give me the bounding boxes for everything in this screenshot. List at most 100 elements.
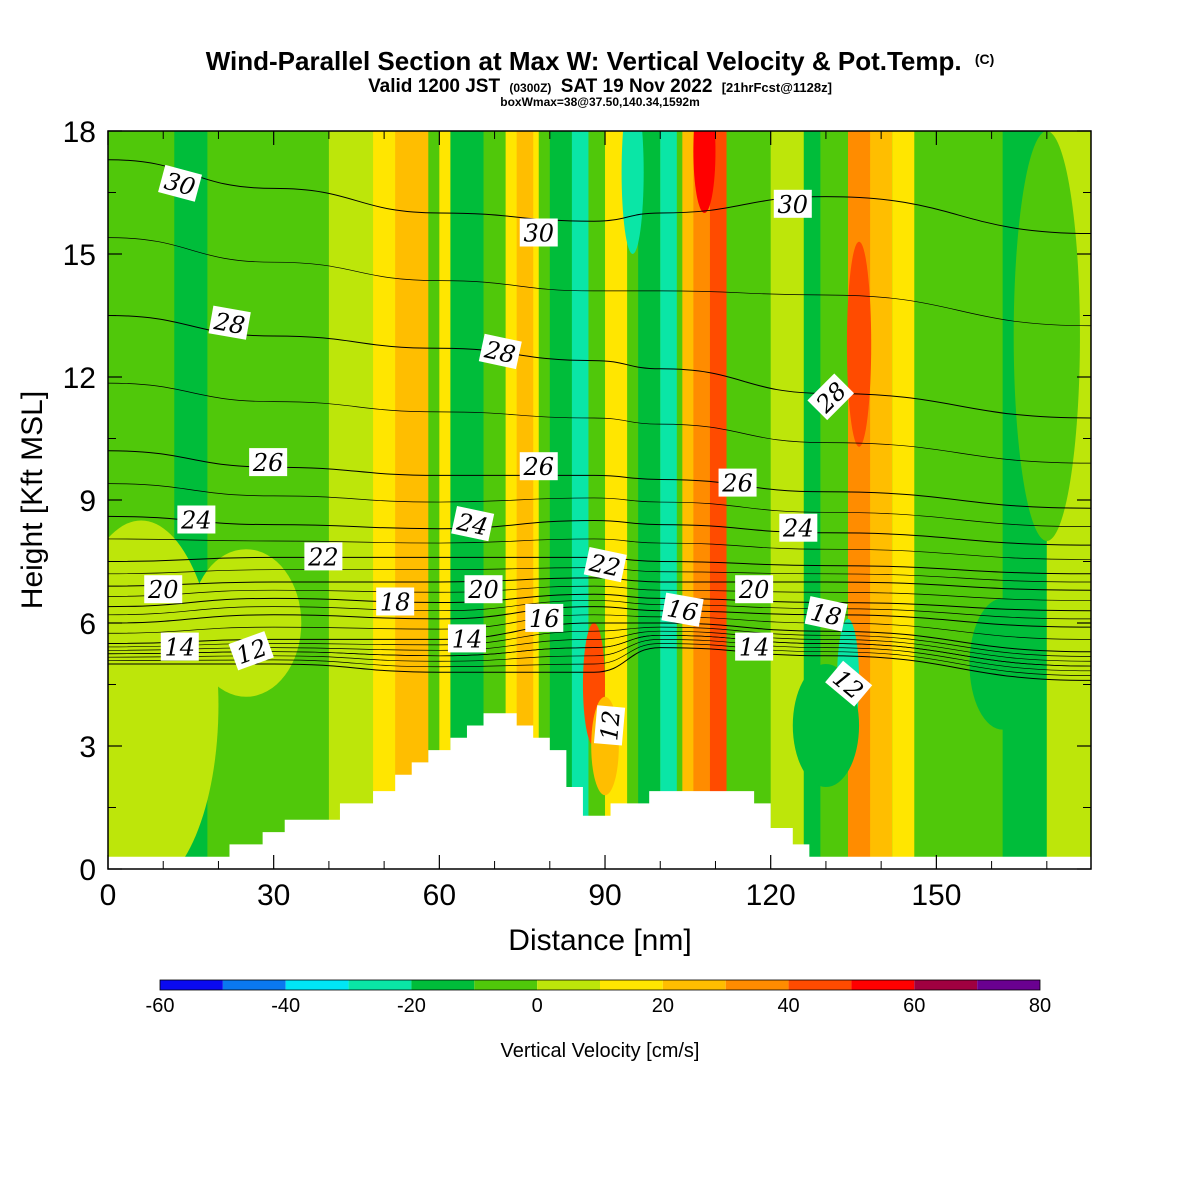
y-tick-label: 15	[63, 239, 96, 272]
contour-label: 24	[451, 505, 495, 542]
contour-label-box	[661, 592, 704, 627]
contour-label: 30	[158, 164, 203, 202]
x-tick-label: 0	[100, 879, 117, 912]
velocity-band	[605, 131, 628, 869]
contour-label-text: 16	[665, 594, 700, 627]
x-tick-label: 30	[257, 879, 290, 912]
subtitle-valid: Valid 1200 JST	[368, 76, 500, 97]
contour-label: 20	[735, 575, 774, 604]
contour-label-text: 22	[586, 549, 623, 583]
contour-label-text: 14	[452, 625, 483, 653]
y-axis-ticks: 0 3 6 9 12 15 18	[63, 116, 1091, 887]
velocity-band	[516, 131, 534, 869]
velocity-cell	[1013, 131, 1080, 541]
contour-label-text: 18	[808, 598, 844, 632]
contour-label-box	[525, 603, 564, 632]
contour-label: 30	[773, 189, 812, 219]
contour-label-box	[593, 705, 626, 746]
colorbar-tick-label: -20	[397, 995, 426, 1017]
colorbar-swatch	[851, 980, 915, 990]
contour-label-text: 24	[180, 507, 212, 535]
subtitle-utc: (0300Z)	[509, 81, 551, 95]
x-tick-label: 90	[588, 879, 621, 912]
contour-label-text: 20	[147, 576, 179, 604]
colorbar: -60 -40 -20 0 20 40 60 80	[146, 979, 1051, 1017]
x-tick-label: 120	[746, 879, 796, 912]
chart-title-mark: (C)	[975, 51, 994, 67]
subtitle-forecast: [21hrFcst@1128z]	[722, 80, 832, 95]
contour-label: 18	[376, 587, 415, 617]
y-tick-label: 12	[63, 362, 96, 395]
contour-label: 22	[304, 542, 343, 571]
colorbar-swatch	[662, 980, 726, 990]
contour-label-box	[304, 542, 343, 571]
contour-label-box	[519, 218, 558, 247]
contour-label-text: 24	[454, 508, 491, 542]
velocity-cell	[621, 131, 644, 254]
contour-label-box	[376, 587, 415, 616]
theta-contour-14	[108, 622, 1091, 653]
theta-contour-minor	[108, 639, 1091, 672]
contour-label: 14	[447, 624, 486, 653]
contour-label: 20	[464, 575, 503, 604]
theta-contour-18	[108, 593, 1091, 612]
contour-label-box	[447, 624, 486, 653]
contour-label-box	[177, 505, 216, 534]
contour-label-text: 22	[307, 543, 339, 571]
colorbar-swatch	[474, 980, 538, 990]
colorbar-frame	[159, 979, 1041, 991]
colorbar-title: Vertical Velocity [cm/s]	[501, 1040, 700, 1062]
colorbar-swatch	[160, 980, 223, 990]
contour-label: 24	[177, 505, 216, 535]
chart-subtitle: Valid 1200 JST (0300Z) SAT 19 Nov 2022 […	[368, 76, 832, 97]
theta-contour-minor	[108, 538, 1091, 560]
contour-label-text: 12	[595, 709, 626, 742]
contour-label-box	[249, 448, 288, 477]
contour-label-box	[825, 660, 873, 707]
terrain-mask	[108, 713, 1091, 869]
contour-label-box	[144, 575, 183, 604]
x-axis-title: Distance [nm]	[508, 924, 691, 957]
contour-label-box	[773, 189, 812, 218]
colorbar-swatch	[914, 980, 978, 990]
contour-label-text: 26	[522, 453, 554, 481]
velocity-band	[638, 131, 661, 869]
x-tick-label: 60	[423, 879, 456, 912]
contour-label: 16	[661, 592, 704, 627]
colorbar-tick-label: 0	[532, 995, 543, 1017]
contour-label-text: 16	[529, 605, 560, 633]
theta-contour-30	[108, 159, 1091, 234]
colorbar-tick-label: 40	[777, 995, 799, 1017]
contour-label-text: 28	[481, 335, 518, 369]
colorbar-tick-label: 80	[1029, 995, 1051, 1017]
theta-contour-minor	[108, 237, 1091, 327]
colorbar-swatch	[348, 980, 412, 990]
contour-label-text: 30	[523, 220, 554, 248]
contour-label-box	[158, 164, 203, 202]
chart-subtitle-boxwmax: boxWmax=38@37.50,140.34,1592m	[500, 95, 700, 109]
contour-label: 12	[593, 705, 626, 746]
colorbar-swatch	[600, 980, 663, 990]
colorbar-swatch	[222, 980, 286, 990]
theta-contour-minor	[108, 585, 1091, 601]
velocity-band	[892, 131, 915, 869]
contour-label-box	[519, 452, 558, 481]
contour-label-box	[208, 305, 251, 340]
theta-contour-minor	[108, 630, 1091, 662]
contour-label: 28	[208, 305, 251, 340]
y-tick-label: 18	[63, 116, 96, 149]
contour-label: 16	[525, 603, 564, 633]
contour-label-box	[478, 333, 522, 370]
contour-label-box	[779, 513, 818, 542]
velocity-band	[660, 131, 677, 869]
velocity-cell	[846, 241, 872, 447]
contour-label-text: 18	[380, 589, 411, 617]
theta-contour-minor	[108, 634, 1091, 667]
contour-label-box	[804, 596, 848, 632]
colorbar-swatch	[788, 980, 852, 990]
contour-label: 26	[249, 448, 288, 477]
colorbar-tick-label: 20	[652, 995, 674, 1017]
y-axis-title: Height [Kft MSL]	[16, 391, 49, 609]
colorbar-tick-label: -60	[146, 995, 175, 1017]
